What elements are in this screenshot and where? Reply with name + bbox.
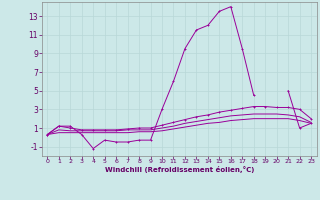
- X-axis label: Windchill (Refroidissement éolien,°C): Windchill (Refroidissement éolien,°C): [105, 166, 254, 173]
